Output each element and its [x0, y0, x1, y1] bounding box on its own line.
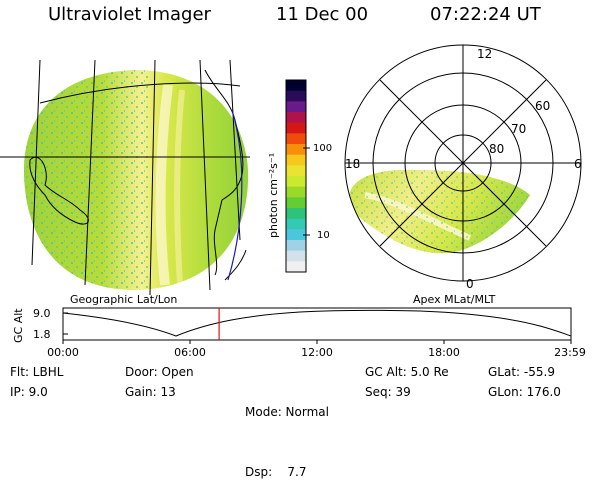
colorbar-segment: [286, 229, 306, 241]
status-dsp: Dsp: 7.7: [245, 465, 307, 479]
polar-caption: Apex MLat/MLT: [413, 293, 496, 306]
colorbar-segment: [286, 208, 306, 220]
colorbar-segment: [286, 80, 306, 92]
status-col-door: Door: Open Gain: 13: [125, 362, 194, 402]
colorbar-segment: [286, 186, 306, 198]
status-col-mode: Mode: Normal Dsp: 7.7: [245, 362, 329, 502]
colorbar-segment: [286, 240, 306, 252]
altitude-xtick-2: 12:00: [301, 346, 333, 359]
colorbar-label: photon cm⁻²s⁻¹: [267, 153, 280, 238]
colorbar-tick-10: 10: [317, 230, 330, 241]
date-label: 11 Dec 00: [276, 4, 369, 25]
altitude-plot: [62, 307, 572, 344]
status-mode: Mode: Normal: [245, 405, 329, 419]
status-gc-alt: GC Alt: 5.0 Re: [365, 365, 449, 379]
polar-mlt-12: 12: [477, 47, 492, 61]
polar-lat-80: 80: [489, 142, 504, 156]
status-glon: GLon: 176.0: [488, 385, 561, 399]
altitude-xtick-4: 23:59: [554, 346, 586, 359]
altitude-ytick-min: 1.8: [33, 328, 51, 341]
colorbar-segment: [286, 133, 306, 145]
polar-lat-60: 60: [535, 99, 550, 113]
polar-plot: [344, 44, 582, 282]
colorbar-segment: [286, 122, 306, 134]
colorbar-segment: [286, 250, 306, 262]
colorbar: [285, 79, 310, 273]
geographic-caption: Geographic Lat/Lon: [70, 293, 177, 306]
instrument-title: Ultraviolet Imager: [48, 4, 211, 25]
status-col-geo: GLat: -55.9 GLon: 176.0: [488, 362, 561, 402]
status-door: Door: Open: [125, 365, 194, 379]
status-gain: Gain: 13: [125, 385, 176, 399]
status-ip: IP: 9.0: [10, 385, 48, 399]
altitude-ytick-max: 9.0: [33, 307, 51, 320]
geographic-map: [0, 59, 250, 296]
colorbar-segment: [286, 90, 306, 102]
altitude-xtick-1: 06:00: [174, 346, 206, 359]
altitude-curve: [62, 309, 572, 337]
colorbar-tick-100: 100: [313, 143, 332, 154]
time-label: 07:22:24 UT: [430, 4, 541, 25]
status-seq: Seq: 39: [365, 385, 411, 399]
colorbar-segment: [286, 154, 306, 166]
altitude-xtick-3: 18:00: [428, 346, 460, 359]
figure-canvas: Geographic Lat/Lon 100 10 photon cm⁻²s⁻¹…: [0, 44, 586, 359]
polar-mlt-18: 18: [345, 157, 360, 171]
status-filter: Flt: LBHL: [10, 365, 64, 379]
colorbar-segment: [286, 112, 306, 124]
colorbar-segment: [286, 261, 306, 273]
status-col-alt: GC Alt: 5.0 Re Seq: 39: [365, 362, 449, 402]
polar-mlt-0: 0: [466, 277, 474, 291]
colorbar-segment: [286, 218, 306, 230]
colorbar-segment: [286, 176, 306, 188]
status-col-filter: Flt: LBHL IP: 9.0: [10, 362, 63, 402]
polar-mlt-6: 6: [574, 157, 582, 171]
status-glat: GLat: -55.9: [488, 365, 555, 379]
polar-lat-70: 70: [511, 122, 526, 136]
colorbar-segment: [286, 144, 306, 156]
altitude-ylabel: GC Alt: [12, 308, 25, 343]
colorbar-segment: [286, 101, 306, 113]
colorbar-segment: [286, 165, 306, 177]
colorbar-segment: [286, 197, 306, 209]
altitude-xtick-0: 00:00: [47, 346, 79, 359]
